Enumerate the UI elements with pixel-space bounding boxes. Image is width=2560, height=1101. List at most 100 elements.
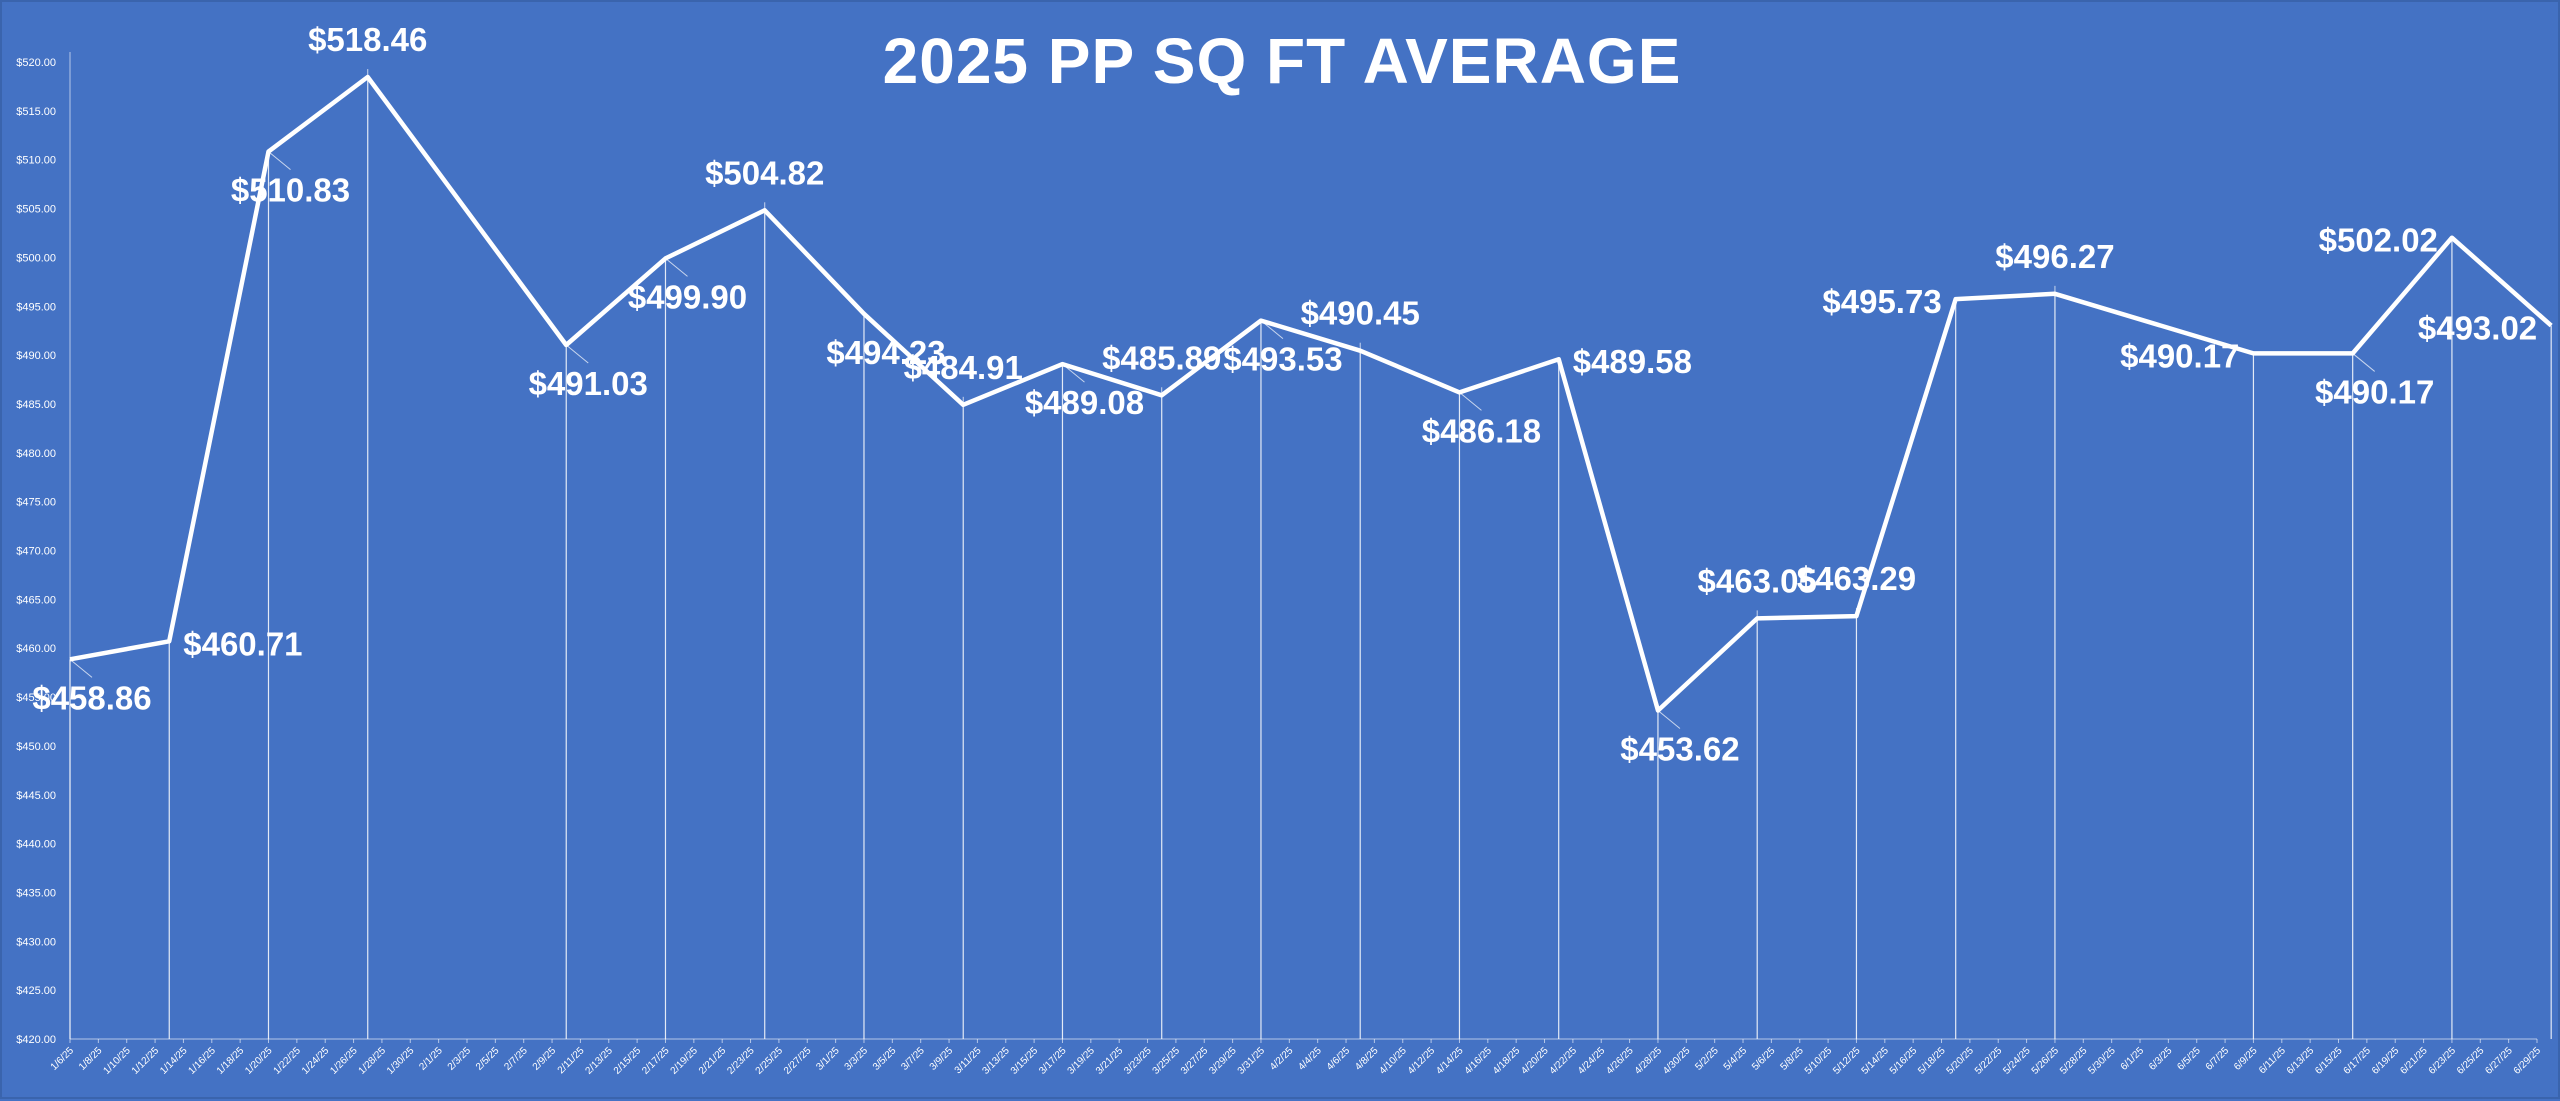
x-tick-label: 3/31/25: [1236, 1045, 1268, 1077]
data-label: $504.82: [705, 154, 824, 191]
data-label: $491.03: [529, 365, 648, 402]
data-labels-group: $458.86 $460.71 $510.83 $518.46 $491.03 $499.…: [32, 21, 2537, 767]
chart-title: 2025 PP SQ FT AVERAGE: [882, 25, 1682, 97]
x-tick-label: 2/27/25: [782, 1045, 814, 1077]
data-label: $486.18: [1422, 412, 1541, 449]
x-tick-label: 2/7/25: [502, 1045, 530, 1073]
x-tick-label: 3/29/25: [1207, 1045, 1239, 1077]
data-label: $485.89: [1102, 339, 1221, 376]
leader-line: [1657, 710, 1681, 729]
y-tick-label: $455.00: [16, 692, 56, 704]
x-tick-label: 2/25/25: [754, 1045, 786, 1077]
x-tick-label: 5/26/25: [2030, 1045, 2062, 1077]
y-tick-label: $495.00: [16, 301, 56, 313]
x-tick-label: 3/11/25: [953, 1045, 984, 1076]
x-tick-label: 6/29/25: [2512, 1045, 2544, 1077]
y-tick-label: $420.00: [16, 1034, 56, 1046]
x-tick-label: 1/16/25: [187, 1045, 219, 1077]
x-tick-label: 5/28/25: [2058, 1045, 2090, 1077]
leader-lines-group: [69, 69, 2376, 729]
x-tick-label: 5/20/25: [1945, 1045, 1977, 1077]
x-tick-label: 4/30/25: [1661, 1045, 1693, 1077]
data-label: $495.73: [1822, 283, 1941, 320]
x-tick-label: 3/15/25: [1009, 1045, 1041, 1077]
data-label: $463.05: [1698, 562, 1817, 599]
y-tick-label: $475.00: [16, 497, 56, 509]
x-tick-label: 1/18/25: [215, 1045, 247, 1077]
x-tick-label: 2/21/25: [697, 1045, 729, 1077]
x-tick-label: 4/6/25: [1325, 1045, 1353, 1073]
x-tick-label: 6/11/25: [2257, 1045, 2288, 1076]
data-label: $494.23: [826, 334, 945, 371]
x-tick-label: 4/16/25: [1463, 1045, 1495, 1077]
x-tick-label: 1/12/25: [130, 1045, 162, 1077]
x-tick-label: 3/25/25: [1151, 1045, 1183, 1077]
x-tick-label: 5/18/25: [1916, 1045, 1948, 1077]
y-tick-label: $480.00: [16, 448, 56, 460]
y-tick-label: $460.00: [16, 643, 56, 655]
x-tick-label: 1/26/25: [328, 1045, 360, 1077]
data-label: $489.58: [1573, 343, 1692, 380]
x-tick-label: 1/24/25: [300, 1045, 332, 1077]
data-label: $463.29: [1797, 560, 1916, 597]
x-tick-label: 6/9/25: [2232, 1045, 2260, 1073]
x-tick-label: 4/2/25: [1268, 1045, 1296, 1073]
x-tick-label: 6/3/25: [2147, 1045, 2175, 1073]
data-label: $518.46: [308, 21, 427, 58]
x-tick-label: 2/11/25: [556, 1045, 587, 1076]
x-tick-label: 2/3/25: [446, 1045, 474, 1073]
y-tick-label: $430.00: [16, 936, 56, 948]
x-tick-label: 1/28/25: [357, 1045, 389, 1077]
x-tick-label: 1/22/25: [272, 1045, 304, 1077]
x-tick-label: 6/17/25: [2342, 1045, 2374, 1077]
leader-line: [665, 257, 688, 277]
x-tick-label: 5/2/25: [1693, 1045, 1721, 1073]
x-tick-label: 6/1/25: [2119, 1045, 2147, 1073]
y-tick-label: $505.00: [16, 204, 56, 216]
x-tick-label: 5/24/25: [2001, 1045, 2033, 1077]
x-tick-label: 6/19/25: [2370, 1045, 2402, 1077]
x-tick-label: 4/28/25: [1633, 1045, 1665, 1077]
series-line: [69, 74, 2553, 713]
x-tick-label: 1/14/25: [158, 1045, 190, 1077]
y-tick-label: $515.00: [16, 106, 56, 118]
x-tick-label: 4/22/25: [1548, 1045, 1580, 1077]
data-label: $496.27: [1995, 238, 2114, 275]
x-tick-label: 5/30/25: [2086, 1045, 2118, 1077]
x-tick-label: 6/5/25: [2175, 1045, 2203, 1073]
x-tick-label: 3/17/25: [1037, 1045, 1069, 1077]
x-tick-label: 3/19/25: [1066, 1045, 1098, 1077]
x-tick-label: 6/15/25: [2313, 1045, 2345, 1077]
x-tick-label: 4/18/25: [1491, 1045, 1523, 1077]
x-tick-label: 1/10/25: [101, 1045, 133, 1077]
x-tick-label: 4/20/25: [1519, 1045, 1551, 1077]
data-label: $493.02: [2418, 310, 2537, 347]
x-tick-label: 1/30/25: [385, 1045, 417, 1077]
x-tick-label: 5/6/25: [1750, 1045, 1778, 1073]
x-tick-label: 5/14/25: [1860, 1045, 1892, 1077]
data-label: $490.17: [2315, 373, 2434, 410]
x-tick-label: 6/7/25: [2204, 1045, 2232, 1073]
x-tick-label: 2/19/25: [669, 1045, 701, 1077]
data-label: $490.17: [2120, 337, 2239, 374]
x-tick-label: 2/1/25: [417, 1045, 445, 1073]
y-tick-label: $510.00: [16, 155, 56, 167]
leader-line: [1459, 392, 1482, 411]
y-tick-label: $500.00: [16, 252, 56, 264]
data-label: $484.91: [904, 349, 1023, 386]
leader-line: [268, 151, 291, 170]
leader-line: [2352, 353, 2376, 372]
x-tick-label: 5/12/25: [1831, 1045, 1863, 1077]
y-tick-label: $435.00: [16, 887, 56, 899]
data-label: $460.71: [183, 625, 302, 662]
x-tick-label: 4/14/25: [1434, 1045, 1466, 1077]
data-label: $490.45: [1301, 295, 1420, 332]
y-tick-label: $450.00: [16, 741, 56, 753]
x-tick-label: 3/7/25: [899, 1045, 927, 1073]
x-tick-label: 4/10/25: [1377, 1045, 1409, 1077]
x-tick-label: 2/23/25: [725, 1045, 757, 1077]
y-tick-label: $445.00: [16, 790, 56, 802]
x-tick-label: 4/12/25: [1406, 1045, 1438, 1077]
